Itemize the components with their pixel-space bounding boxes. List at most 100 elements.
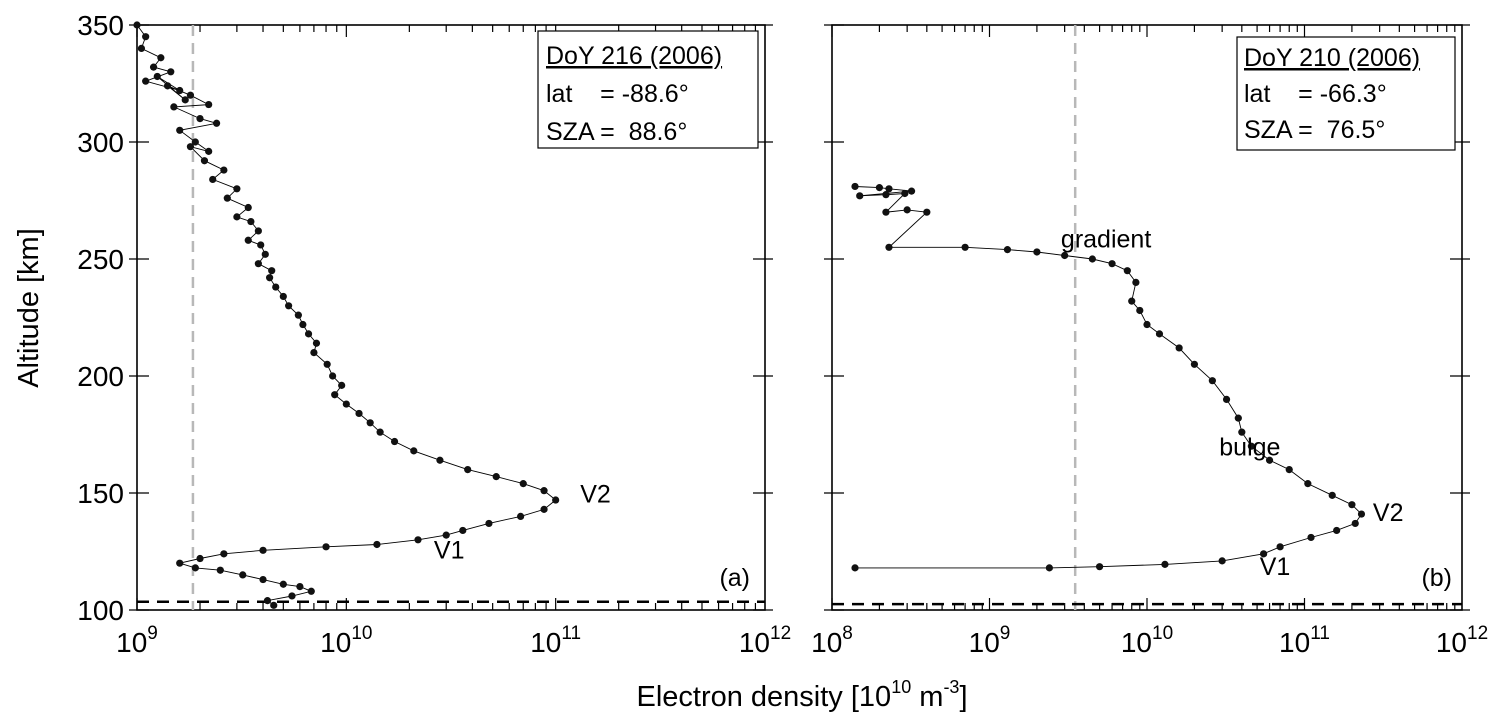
data-point bbox=[272, 283, 280, 291]
data-point bbox=[181, 96, 189, 104]
data-point bbox=[907, 187, 916, 195]
data-point bbox=[331, 391, 339, 399]
data-point bbox=[414, 536, 422, 544]
panel-a-frame bbox=[136, 24, 766, 611]
panel-a-info-title: DoY 216 (2006) bbox=[546, 42, 722, 70]
data-point bbox=[540, 487, 548, 495]
x-tick-label: 1011 bbox=[530, 623, 581, 658]
y-tick-label: 250 bbox=[77, 244, 124, 275]
data-point bbox=[310, 349, 318, 357]
annotation-label: V1 bbox=[434, 537, 465, 565]
data-point bbox=[153, 72, 161, 81]
x-axis-title-exp2: -3 bbox=[943, 677, 959, 697]
x-tick-label-base: 10 bbox=[739, 627, 770, 658]
data-point bbox=[205, 100, 213, 109]
data-point bbox=[322, 543, 330, 551]
x-tick-label: 1011 bbox=[1279, 623, 1330, 658]
y-tick-label: 300 bbox=[77, 127, 124, 158]
x-tick-label-exponent: 10 bbox=[1152, 623, 1173, 644]
data-point bbox=[338, 381, 346, 389]
data-point bbox=[233, 185, 241, 193]
data-point bbox=[191, 138, 199, 146]
data-point bbox=[1234, 414, 1242, 422]
data-point bbox=[270, 601, 278, 609]
data-point bbox=[1061, 251, 1069, 260]
x-axis-title-end: ] bbox=[959, 681, 967, 713]
data-point bbox=[247, 217, 255, 226]
x-tick-label-base: 10 bbox=[811, 627, 842, 658]
data-point bbox=[1108, 260, 1116, 268]
data-point bbox=[196, 554, 204, 563]
data-point bbox=[552, 496, 560, 504]
data-point bbox=[176, 126, 184, 134]
data-point bbox=[1357, 510, 1366, 518]
data-point bbox=[254, 227, 262, 235]
data-point bbox=[1088, 255, 1096, 263]
data-point bbox=[294, 311, 302, 319]
data-point bbox=[540, 505, 548, 513]
data-point bbox=[923, 208, 931, 216]
x-tick-label-exponent: 12 bbox=[770, 623, 791, 644]
data-point bbox=[1123, 267, 1131, 275]
data-point bbox=[342, 400, 350, 408]
panel-b-info-lat: lat = -66.3° bbox=[1244, 80, 1387, 108]
data-point bbox=[1208, 377, 1216, 385]
data-point bbox=[1348, 501, 1356, 509]
data-point bbox=[149, 63, 158, 71]
y-tick-label: 100 bbox=[77, 595, 124, 626]
data-point bbox=[882, 191, 890, 199]
data-point bbox=[223, 194, 231, 202]
data-point bbox=[410, 447, 418, 455]
x-tick-label-base: 10 bbox=[320, 627, 351, 658]
data-point bbox=[1175, 344, 1183, 352]
data-point bbox=[196, 115, 204, 123]
data-point bbox=[1136, 306, 1144, 315]
x-tick-label-exponent: 11 bbox=[1310, 623, 1330, 644]
annotation-label: V1 bbox=[1260, 553, 1291, 581]
x-tick-label: 109 bbox=[116, 623, 158, 658]
annotation-label: V2 bbox=[580, 480, 611, 508]
data-point bbox=[170, 103, 178, 111]
data-point bbox=[961, 243, 969, 251]
data-point bbox=[885, 243, 893, 251]
data-point bbox=[239, 571, 247, 579]
data-point bbox=[137, 44, 146, 53]
data-point bbox=[191, 564, 199, 572]
data-point bbox=[519, 480, 527, 488]
data-point bbox=[1276, 543, 1284, 551]
data-point bbox=[1155, 330, 1164, 338]
data-point bbox=[1143, 320, 1151, 329]
data-point bbox=[485, 519, 493, 528]
profile-line bbox=[854, 186, 1363, 569]
data-point bbox=[307, 587, 315, 595]
data-point bbox=[1333, 526, 1341, 535]
data-point bbox=[233, 213, 241, 221]
data-point bbox=[205, 147, 213, 155]
data-point bbox=[459, 526, 467, 535]
data-point bbox=[464, 466, 472, 474]
data-point bbox=[279, 580, 287, 588]
data-point bbox=[266, 274, 274, 282]
y-tick-label: 150 bbox=[77, 478, 124, 509]
x-tick-label-base: 10 bbox=[116, 627, 147, 658]
annotation-label: bulge bbox=[1219, 434, 1280, 462]
data-point bbox=[1161, 560, 1169, 568]
data-point bbox=[209, 175, 217, 184]
y-axis-title: Altitude [km] bbox=[13, 228, 45, 388]
x-tick-label-base: 10 bbox=[1436, 627, 1467, 658]
x-tick-label: 1012 bbox=[739, 623, 791, 658]
data-point bbox=[1132, 278, 1140, 286]
data-point bbox=[142, 77, 150, 85]
panel-a-plot bbox=[133, 21, 765, 610]
x-tick-label: 108 bbox=[811, 623, 853, 658]
data-point bbox=[1003, 246, 1012, 254]
data-point bbox=[1260, 550, 1268, 558]
x-tick-label: 109 bbox=[969, 623, 1011, 658]
data-point bbox=[212, 119, 221, 127]
y-tick-label: 200 bbox=[77, 361, 124, 392]
data-point bbox=[882, 208, 890, 216]
x-axis-title-main: Electron density [10 bbox=[636, 681, 891, 713]
data-point bbox=[1238, 428, 1246, 436]
data-point bbox=[186, 143, 195, 151]
